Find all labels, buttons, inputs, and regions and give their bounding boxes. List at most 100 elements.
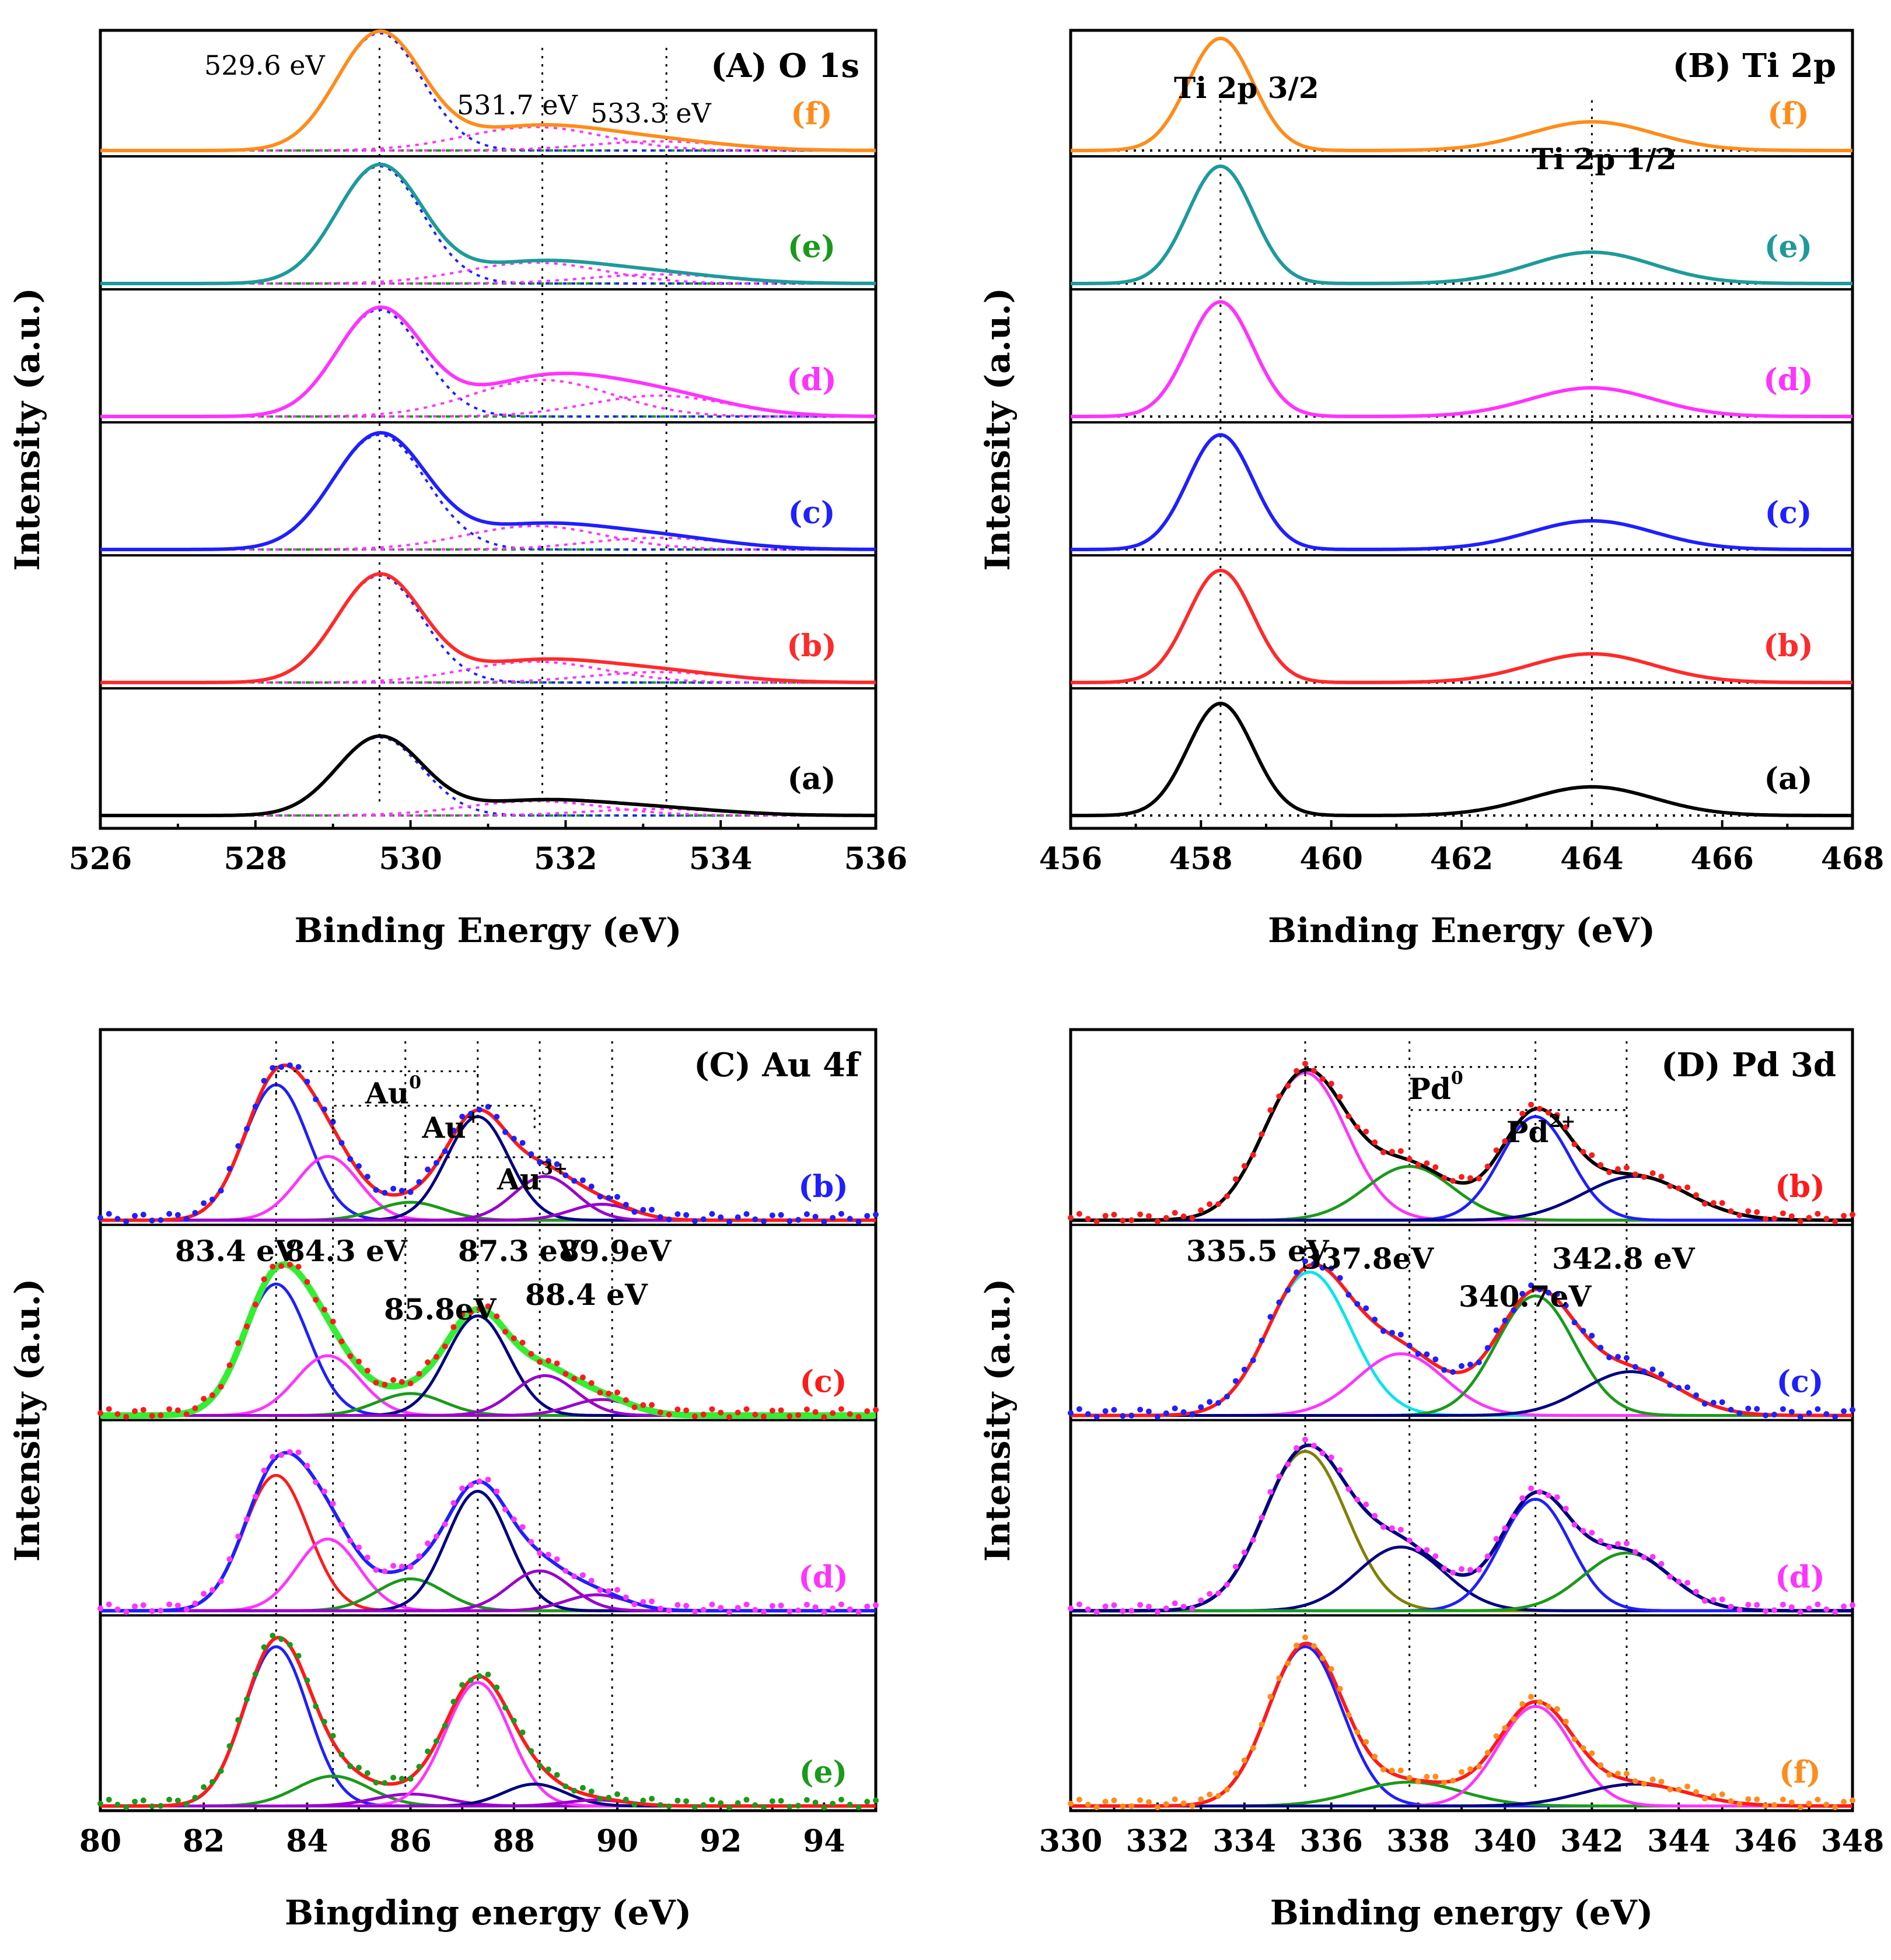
raw-data-point (657, 1802, 663, 1808)
raw-data-point (235, 1340, 242, 1346)
raw-data-point (399, 1563, 405, 1570)
spectrum-line (100, 430, 876, 551)
raw-data-point (1850, 1212, 1855, 1218)
raw-data-point (209, 1587, 215, 1593)
raw-data-point (1684, 1184, 1691, 1191)
raw-data-point (132, 1408, 138, 1414)
raw-data-point (286, 1449, 293, 1455)
raw-data-point (1267, 1107, 1274, 1114)
x-tick-label: 462 (1430, 841, 1494, 877)
raw-data-point (1528, 1693, 1535, 1700)
group-bracket (1408, 1109, 1628, 1133)
raw-data-point (1797, 1609, 1803, 1615)
raw-data-point (1841, 1603, 1847, 1609)
raw-data-point (674, 1602, 681, 1608)
raw-data-point (382, 1381, 388, 1388)
raw-data-point (425, 1166, 431, 1172)
raw-data-point (1372, 1754, 1378, 1760)
raw-data-point (571, 1178, 578, 1184)
raw-data-point (373, 1187, 379, 1193)
raw-data-point (588, 1788, 595, 1795)
raw-data-point (1207, 1591, 1213, 1597)
raw-data-point (1310, 1261, 1317, 1267)
component-peak (100, 164, 876, 285)
raw-data-point (226, 1556, 233, 1562)
raw-data-point (97, 1800, 103, 1807)
raw-data-point (1841, 1798, 1847, 1805)
component-peak (100, 32, 876, 152)
raw-data-point (1649, 1776, 1656, 1783)
raw-data-point (691, 1804, 698, 1810)
raw-data-point (1441, 1565, 1448, 1572)
raw-data-point (1658, 1779, 1665, 1785)
raw-data-point (709, 1797, 715, 1803)
raw-data-point (132, 1798, 138, 1805)
series-e: (e) (97, 1632, 879, 1811)
raw-data-point (1163, 1605, 1169, 1612)
raw-data-point (356, 1163, 362, 1169)
x-tick-label: 528 (224, 841, 288, 877)
raw-data-point (691, 1413, 698, 1420)
raw-data-point (1641, 1554, 1647, 1560)
raw-data-point (1146, 1604, 1152, 1610)
raw-data-point (114, 1216, 121, 1222)
raw-data-point (1563, 1506, 1569, 1512)
raw-data-point (1328, 1666, 1334, 1672)
raw-data-point (1771, 1607, 1777, 1614)
raw-data-point (821, 1804, 827, 1811)
raw-data-point (545, 1158, 551, 1164)
raw-data-point (174, 1407, 181, 1413)
raw-data-point (726, 1609, 732, 1615)
raw-data-point (1380, 1766, 1386, 1773)
raw-data-point (1571, 1141, 1578, 1147)
raw-data-point (1537, 1105, 1543, 1112)
raw-data-point (373, 1779, 379, 1786)
raw-data-point (399, 1188, 405, 1194)
trace-label: (b) (1775, 1169, 1825, 1205)
raw-data-point (838, 1210, 844, 1217)
raw-data-point (1701, 1796, 1708, 1802)
raw-data-point (640, 1599, 646, 1605)
raw-data-point (1815, 1210, 1821, 1217)
raw-data-point (1302, 1258, 1308, 1265)
spectrum-line (1071, 701, 1852, 817)
raw-data-point (494, 1313, 500, 1320)
raw-data-point (278, 1452, 285, 1458)
raw-data-point (631, 1209, 638, 1215)
raw-data-point (1728, 1798, 1734, 1804)
raw-data-point (571, 1787, 578, 1794)
raw-data-point (295, 1449, 302, 1455)
raw-data-point (691, 1608, 698, 1615)
raw-data-point (718, 1605, 724, 1611)
raw-data-point (166, 1210, 173, 1217)
raw-data-point (683, 1212, 690, 1218)
raw-data-point (1354, 1729, 1361, 1735)
raw-data-point (614, 1194, 620, 1200)
raw-data-point (1397, 1332, 1404, 1338)
raw-data-point (873, 1406, 879, 1413)
raw-data-point (390, 1563, 397, 1569)
raw-data-point (1528, 1282, 1535, 1289)
component-peak (100, 524, 876, 551)
raw-data-point (183, 1216, 190, 1222)
raw-data-point (1198, 1796, 1204, 1803)
raw-data-point (718, 1409, 724, 1416)
group-label: Pd2+ (1506, 1111, 1576, 1149)
component-peak (100, 125, 876, 152)
raw-data-point (1788, 1604, 1795, 1611)
raw-data-point (657, 1409, 663, 1416)
raw-data-point (1207, 1201, 1213, 1208)
raw-data-point (114, 1411, 121, 1418)
raw-data-point (192, 1210, 198, 1216)
raw-data-point (416, 1179, 422, 1185)
raw-data-point (1728, 1208, 1734, 1214)
raw-data-point (1658, 1371, 1665, 1377)
series-b: (b) (1071, 568, 1852, 690)
raw-data-point (1563, 1303, 1569, 1309)
raw-data-point (149, 1608, 155, 1614)
raw-data-point (1389, 1768, 1395, 1774)
raw-data-point (1128, 1803, 1135, 1810)
raw-data-point (1215, 1590, 1222, 1597)
y-axis-label: Intensity (a.u.) (8, 288, 47, 571)
raw-data-point (1693, 1789, 1699, 1795)
